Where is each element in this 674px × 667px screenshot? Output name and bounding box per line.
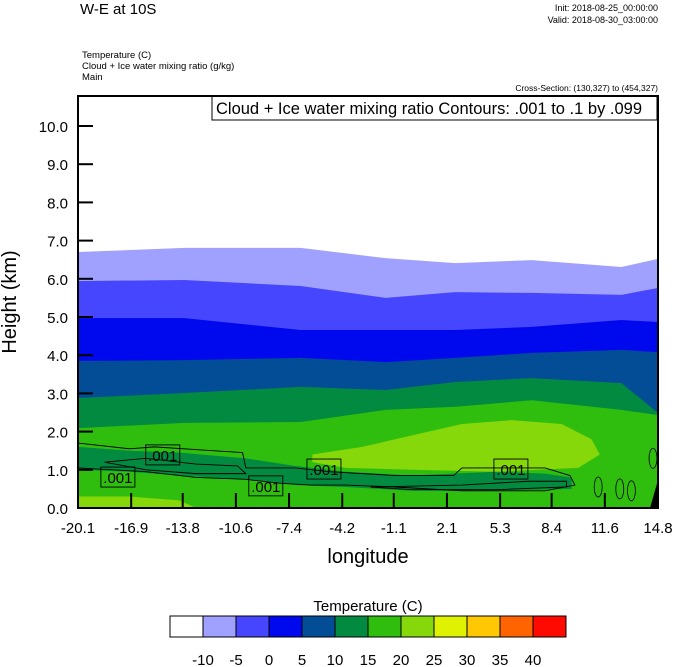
plot-frame [77, 95, 659, 509]
colorbar: -10 -5 0 5 10 15 20 25 30 35 40 [169, 615, 567, 667]
x-tick-label: -10.6 [219, 520, 253, 537]
contour-label-box [306, 458, 342, 480]
terrain [650, 480, 658, 508]
colorbar-label: 10 [327, 652, 344, 667]
contour-label: .001 [103, 470, 132, 487]
y-tick-label: 6.0 [47, 272, 68, 289]
colorbar-swatch [202, 615, 237, 638]
cloud-contour-line [370, 480, 568, 491]
x-tick-label: 11.6 [591, 520, 619, 537]
y-tick-label: 5.0 [47, 310, 68, 327]
colorbar-label: -10 [192, 652, 214, 667]
colorbar-swatch [235, 615, 270, 638]
x-tick-label: 8.4 [541, 520, 562, 537]
colorbar-label: 15 [360, 652, 377, 667]
colorbar-label: 35 [492, 652, 509, 667]
colorbar-swatch [301, 615, 336, 638]
y-tick-label: 9.0 [47, 157, 68, 174]
x-tick-label: 14.8 [643, 520, 672, 537]
cloud-contour-line [615, 478, 625, 500]
y-tick-label: 0.0 [47, 501, 68, 518]
colorbar-label: 25 [426, 652, 443, 667]
chart-title: W-E at 10S [80, 1, 156, 18]
y-tick-label: 8.0 [47, 195, 68, 212]
valid-time: Valid: 2018-08-30_03:00:00 [548, 15, 658, 25]
temp-surface-region-20-25 [78, 496, 196, 508]
colorbar-swatch [400, 615, 435, 638]
y-tick-label: 1.0 [47, 463, 68, 480]
x-tick-label: -4.2 [329, 520, 355, 537]
colorbar-label: 20 [393, 652, 410, 667]
colorbar-swatch [334, 615, 369, 638]
contour-label: .001 [148, 448, 177, 465]
contour-label-box [145, 444, 181, 466]
field-label-main: Main [82, 72, 103, 83]
contour-label: .001 [496, 462, 525, 479]
cloud-contour-line [593, 476, 603, 498]
cloud-contour-line [104, 457, 248, 475]
x-axis-label: longitude [327, 546, 408, 568]
colorbar-swatch [169, 615, 204, 638]
colorbar-swatch [532, 615, 567, 638]
x-tick-label: 5.3 [490, 520, 511, 537]
contour-label-box [100, 466, 136, 488]
y-tick-label: 7.0 [47, 234, 68, 251]
field-label-cloud: Cloud + Ice water mixing ratio (g/kg) [82, 61, 234, 72]
cloud-contour-line [78, 442, 576, 492]
contour-label: .001 [251, 479, 280, 496]
x-tick-label: -13.8 [166, 520, 200, 537]
info-box-text: Cloud + Ice water mixing ratio Contours:… [216, 100, 642, 118]
colorbar-label: 5 [298, 652, 306, 667]
cloud-contour-line [627, 480, 636, 502]
colorbar-label: 30 [459, 652, 476, 667]
init-time: Init: 2018-08-25_00:00:00 [555, 3, 658, 13]
colorbar-swatch [499, 615, 534, 638]
x-tick-label: -7.4 [276, 520, 302, 537]
y-axis-label: Height (km) [0, 250, 21, 353]
colorbar-swatch [268, 615, 303, 638]
x-tick-label: 2.1 [437, 520, 458, 537]
colorbar-title: Temperature (C) [313, 598, 422, 615]
contour-label: .001 [309, 462, 338, 479]
field-label-temperature: Temperature (C) [82, 50, 151, 61]
colorbar-label: 0 [265, 652, 273, 667]
colorbar-label: 40 [525, 652, 542, 667]
y-tick-label: 2.0 [47, 425, 68, 442]
x-tick-label: -1.1 [381, 520, 407, 537]
colorbar-label: -5 [229, 652, 242, 667]
x-tick-label: -16.9 [114, 520, 148, 537]
colorbar-swatch [433, 615, 468, 638]
plot-area: .001 .001 .001 .001 .001 [78, 96, 658, 508]
colorbar-swatch [466, 615, 501, 638]
cross-section-label: Cross-Section: (130,327) to (454,327) [515, 83, 658, 93]
x-tick-label: -20.1 [61, 520, 95, 537]
colorbar-swatch [367, 615, 402, 638]
axes: -20.1 -16.9 -13.8 -10.6 -7.4 -4.2 -1.1 2.1 5.3 8.… [39, 119, 673, 537]
temp-band-10-15-low [78, 446, 572, 491]
y-tick-label: 10.0 [39, 119, 68, 136]
contour-label-box [493, 458, 529, 480]
y-tick-label: 4.0 [47, 348, 68, 365]
contour-label-box [248, 475, 284, 497]
y-tick-label: 3.0 [47, 386, 68, 403]
